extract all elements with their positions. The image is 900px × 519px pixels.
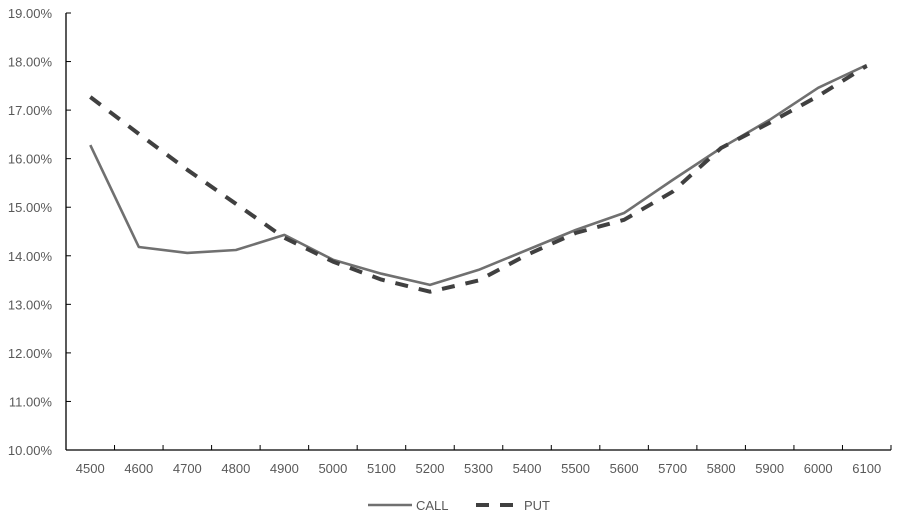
series-line-call (89, 63, 868, 287)
x-tick-label: 6100 (852, 461, 881, 476)
y-tick-label: 17.00% (8, 103, 53, 118)
x-tick-label: 5200 (416, 461, 445, 476)
x-tick-label: 5400 (513, 461, 542, 476)
x-tick-label: 5600 (610, 461, 639, 476)
x-tick-label: 4500 (76, 461, 105, 476)
y-tick-label: 15.00% (8, 200, 53, 215)
x-tick-label: 5800 (707, 461, 736, 476)
x-tick-label: 4900 (270, 461, 299, 476)
x-tick-label: 5700 (658, 461, 687, 476)
y-tick-label: 13.00% (8, 297, 53, 312)
series-layer (89, 63, 868, 294)
y-tick-label: 14.00% (8, 249, 53, 264)
x-tick-label: 4600 (124, 461, 153, 476)
x-tick-label: 5500 (561, 461, 590, 476)
x-tick-label: 5000 (318, 461, 347, 476)
y-axis: 10.00% 11.00% 12.00% 13.00% 14.00% 15.00% 16.0… (8, 6, 71, 458)
x-tick-label: 5300 (464, 461, 493, 476)
x-tick-label: 6000 (804, 461, 833, 476)
legend-label-put: PUT (524, 498, 550, 513)
x-tick-label: 5900 (755, 461, 784, 476)
y-tick-label: 11.00% (9, 394, 53, 409)
x-tick-label: 4700 (173, 461, 202, 476)
x-tick-label: 5100 (367, 461, 396, 476)
x-tick-label: 4800 (221, 461, 250, 476)
legend: CALL PUT (368, 498, 550, 513)
y-tick-label: 12.00% (8, 346, 53, 361)
series-line-put (89, 64, 868, 294)
x-axis: 4500 4600 4700 4800 4900 5000 5100 5200 5300 5400… (66, 445, 892, 476)
y-tick-label: 16.00% (8, 152, 53, 167)
y-tick-label: 18.00% (8, 55, 53, 70)
legend-label-call: CALL (416, 498, 449, 513)
y-tick-label: 10.00% (8, 443, 53, 458)
y-tick-label: 19.00% (8, 6, 53, 21)
